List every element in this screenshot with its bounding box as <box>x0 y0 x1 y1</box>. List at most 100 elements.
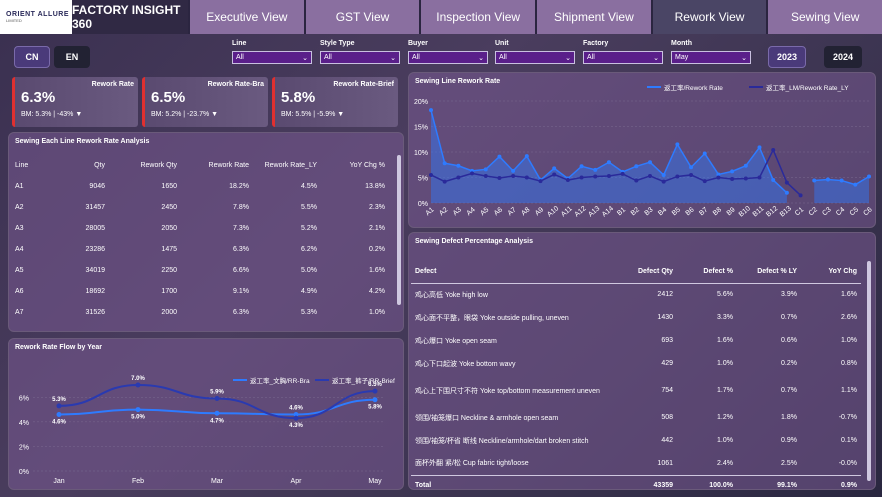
table-cell: 2000 <box>161 309 177 316</box>
table-row[interactable]: A4 23286 1475 6.3% 6.2% 0.2% <box>11 239 389 260</box>
table-cell: 1.6% <box>841 291 857 299</box>
column-header[interactable]: Rework Rate_LY <box>264 162 317 169</box>
table-cell: 1430 <box>657 314 673 321</box>
filter-unit: Unit All ⌄ <box>495 40 575 64</box>
column-header[interactable]: Defect <box>411 261 611 284</box>
table-row[interactable]: 鸡心面不平整，眼袋 Yoke outside pulling, uneven 14… <box>411 306 861 329</box>
chevron-down-icon: ⌄ <box>302 54 308 62</box>
table-row[interactable]: A3 28005 2050 7.3% 5.2% 2.1% <box>11 218 389 239</box>
table-cell: 7.3% <box>233 225 249 232</box>
tab-rework-view[interactable]: Rework View <box>652 0 767 34</box>
language-cn-button[interactable]: CN <box>14 46 50 68</box>
tab-executive-view[interactable]: Executive View <box>190 0 304 34</box>
filter-unit-value: All <box>499 54 507 61</box>
table-row[interactable]: 鸡心下口起波 Yoke bottom wavy 429 1.0% 0.2% 0.8% <box>411 352 861 375</box>
table-cell: 1.0% <box>717 360 733 367</box>
column-header[interactable]: Defect % <box>677 261 737 284</box>
table-row[interactable]: A7 31526 2000 6.3% 5.3% 1.0% <box>11 302 389 323</box>
x-tick-label: B4 <box>657 206 668 217</box>
table-row[interactable]: 鸡心高低 Yoke high low 2412 5.6% 3.9% 1.6% <box>411 283 861 306</box>
filter-style-type-dropdown[interactable]: All ⌄ <box>320 51 400 64</box>
data-point-rework-rate-ly <box>661 179 666 184</box>
x-tick-label: C1 <box>794 206 805 217</box>
table-row[interactable]: 鸡心上下围尺寸不符 Yoke top/bottom measurement un… <box>411 375 861 406</box>
data-label: 6.5% <box>368 382 382 388</box>
table-cell: -0.0% <box>838 459 857 467</box>
table-cell: 1.6% <box>717 337 733 344</box>
table-cell: 2450 <box>161 204 177 211</box>
y-tick-label: 4% <box>19 420 29 427</box>
table-cell: 鸡心爆口 Yoke open seam <box>415 337 497 345</box>
data-point-rework-rate <box>511 168 516 173</box>
filter-buyer-dropdown[interactable]: All ⌄ <box>408 51 488 64</box>
rework-flow-chart-panel: Rework Rate Flow by Year 返工率_文胸/RR-Bra 返… <box>8 338 404 490</box>
table-cell: 面杯外翻 紧/松 Cup fabric tight/loose <box>415 460 529 468</box>
line-rework-table: Line Qty Rework Qty Rework Rate Rework R… <box>11 155 389 323</box>
column-header[interactable]: YoY Chg % <box>349 162 385 169</box>
data-point-rework-rate <box>825 177 830 182</box>
logo-subtext: LIMITED <box>6 18 22 23</box>
data-point-rework-rate-ly <box>538 179 543 184</box>
column-header[interactable]: Line <box>15 162 29 169</box>
column-header[interactable]: Defect % LY <box>737 261 801 284</box>
chevron-down-icon: ⌄ <box>478 54 484 62</box>
tab-inspection-view[interactable]: Inspection View <box>421 0 536 34</box>
data-point-rework-rate <box>689 165 694 170</box>
table-row[interactable]: 领围/袖笼爆口 Neckline & armhole open seam 508 1… <box>411 406 861 429</box>
column-header[interactable]: Qty <box>94 162 105 169</box>
table-row[interactable]: A6 18692 1700 9.1% 4.9% 4.2% <box>11 281 389 302</box>
table-cell: 429 <box>661 360 673 367</box>
year-2023-button[interactable]: 2023 <box>768 46 806 68</box>
filter-buyer: Buyer All ⌄ <box>408 40 488 64</box>
column-header[interactable]: Defect Qty <box>611 261 677 284</box>
filter-factory-dropdown[interactable]: All ⌄ <box>583 51 663 64</box>
language-en-button[interactable]: EN <box>54 46 90 68</box>
legend-label: 返工率_LM/Rework Rate_LY <box>766 85 849 92</box>
data-label: 5.3% <box>52 397 66 403</box>
table-cell: A4 <box>15 246 24 253</box>
x-tick-label: B11 <box>752 205 766 218</box>
year-2024-button[interactable]: 2024 <box>824 46 862 68</box>
data-point-rework-rate <box>771 178 776 183</box>
legend-rework-rate: 返工率/Rework Rate <box>647 82 723 92</box>
legend-swatch <box>233 379 247 381</box>
table-row[interactable]: 鸡心爆口 Yoke open seam 693 1.6% 0.6% 1.0% <box>411 329 861 352</box>
table-cell: 1061 <box>657 459 673 467</box>
filter-line-dropdown[interactable]: All ⌄ <box>232 51 312 64</box>
column-header[interactable]: Rework Qty <box>140 162 177 169</box>
table-cell: 5.5% <box>301 204 317 211</box>
table-cell: 5.0% <box>301 267 317 274</box>
filter-unit-dropdown[interactable]: All ⌄ <box>495 51 575 64</box>
series-line-rework-rate-ly <box>430 148 802 196</box>
table-cell: 1650 <box>161 183 177 190</box>
filter-buyer-label: Buyer <box>408 40 428 47</box>
data-point <box>372 388 378 394</box>
table-row[interactable]: A2 31457 2450 7.8% 5.5% 2.3% <box>11 197 389 218</box>
x-tick-label: Feb <box>132 478 144 485</box>
table-row[interactable]: 领围/袖笼/杯省 断线 Neckline/armhole/dart broken… <box>411 429 861 452</box>
table-scrollbar[interactable] <box>397 155 401 305</box>
table-row[interactable]: A5 34019 2250 6.6% 5.0% 1.6% <box>11 260 389 281</box>
panel-title: Sewing Each Line Rework Rate Analysis <box>15 138 150 145</box>
filter-month-dropdown[interactable]: May ⌄ <box>671 51 751 64</box>
data-label: 5.9% <box>210 390 224 396</box>
tab-sewing-view[interactable]: Sewing View <box>768 0 882 34</box>
table-cell: 2412 <box>657 291 673 299</box>
data-point-rework-rate-ly <box>771 147 776 152</box>
table-row[interactable]: A1 9046 1650 18.2% 4.5% 13.8% <box>11 176 389 197</box>
data-point-rework-rate <box>867 174 871 179</box>
data-point-rework-rate-ly <box>634 178 639 183</box>
data-point-rework-rate <box>606 160 611 165</box>
data-point-rework-rate-ly <box>606 173 611 178</box>
table-scrollbar[interactable] <box>867 261 871 481</box>
column-header[interactable]: Rework Rate <box>208 162 249 169</box>
column-header[interactable]: YoY Chg <box>801 261 861 284</box>
x-tick-label: A10 <box>546 205 560 218</box>
tab-gst-view[interactable]: GST View <box>305 0 420 34</box>
company-logo: ORIENT ALLURE LIMITED <box>0 0 72 34</box>
chevron-down-icon: ⌄ <box>565 54 571 62</box>
tab-shipment-view[interactable]: Shipment View <box>537 0 651 34</box>
panel-title: Sewing Defect Percentage Analysis <box>415 238 534 245</box>
legend-rework-rate-ly: 返工率_LM/Rework Rate_LY <box>749 82 849 92</box>
table-row[interactable]: 面杯外翻 紧/松 Cup fabric tight/loose 1061 2.4% 2… <box>411 452 861 475</box>
